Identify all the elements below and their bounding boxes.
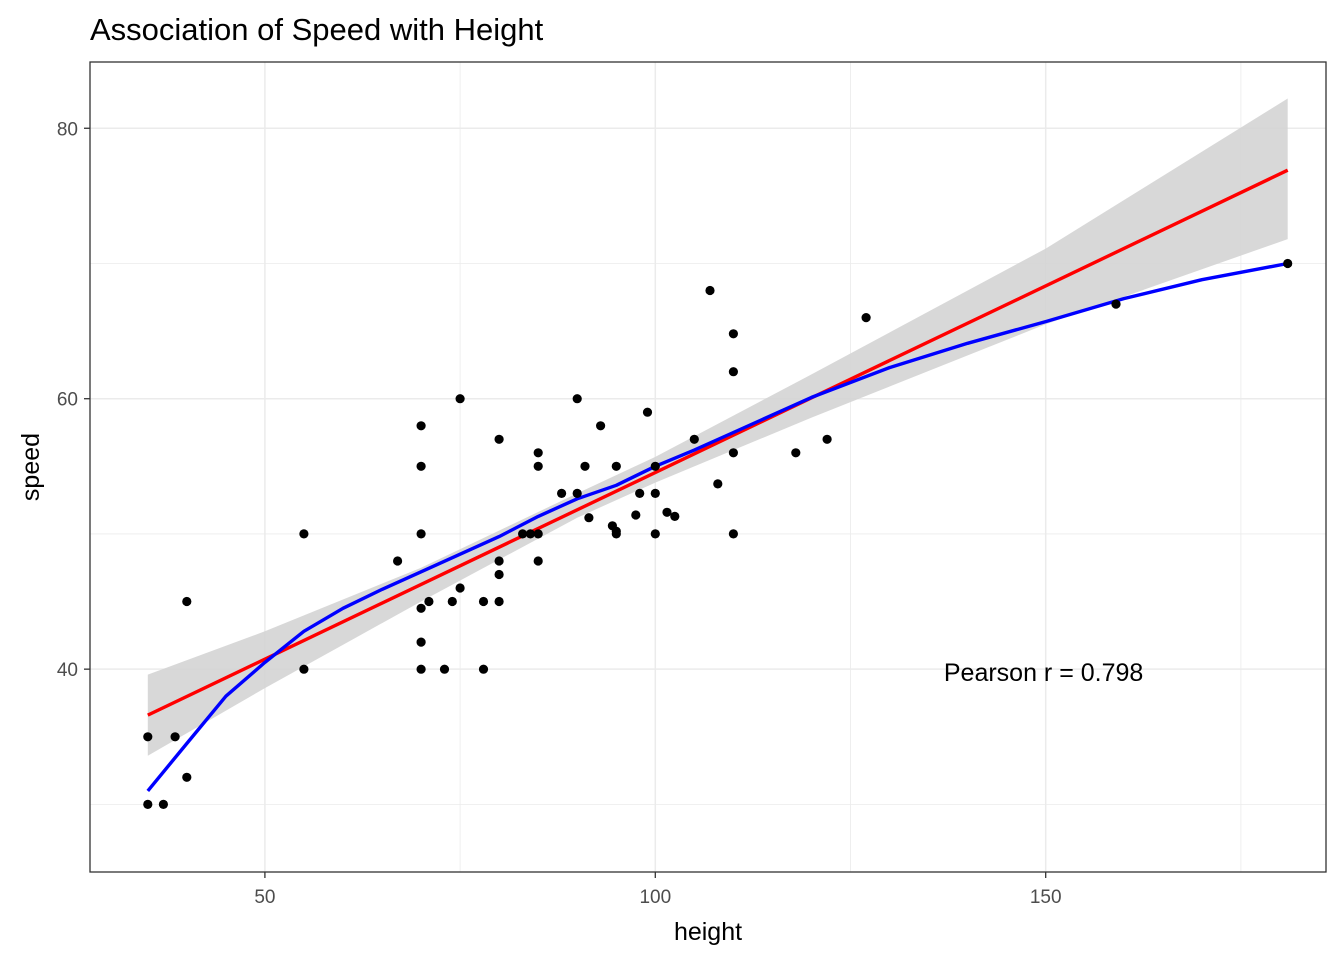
- data-point: [525, 529, 536, 539]
- x-axis-title: height: [674, 918, 742, 946]
- data-point: [728, 329, 739, 339]
- data-point: [416, 603, 426, 613]
- data-point: [713, 479, 723, 489]
- data-point: [478, 664, 489, 674]
- data-point: [494, 569, 504, 580]
- data-point: [642, 407, 653, 417]
- data-point: [494, 596, 504, 607]
- data-point: [182, 596, 192, 607]
- data-point: [494, 556, 504, 566]
- data-point: [533, 461, 543, 471]
- data-point: [1283, 258, 1293, 269]
- data-point: [518, 529, 528, 539]
- panel-border: [89, 61, 1327, 873]
- chart-title: Association of Speed with Height: [90, 12, 544, 47]
- data-point: [689, 434, 699, 444]
- x-tick-label: 100: [639, 887, 671, 908]
- data-point: [705, 285, 715, 296]
- data-point: [416, 421, 426, 431]
- data-point: [533, 448, 543, 458]
- fit-lines-layer: [146, 168, 1289, 792]
- y-axis-title: speed: [17, 433, 45, 501]
- data-point: [670, 511, 680, 521]
- data-point: [861, 313, 871, 323]
- data-point: [533, 529, 543, 539]
- axis-ticks: 50 100 150 40 60 80: [57, 119, 1062, 908]
- data-point: [299, 529, 309, 539]
- data-point: [416, 461, 426, 471]
- data-point: [533, 556, 543, 566]
- data-point: [416, 637, 426, 647]
- data-point: [572, 488, 582, 498]
- pearson-annotation: Pearson r = 0.798: [944, 659, 1143, 687]
- x-tick-label: 150: [1030, 887, 1062, 908]
- confidence-band-layer: [147, 98, 1288, 756]
- data-point: [611, 529, 621, 539]
- confidence-band: [147, 98, 1288, 756]
- data-point: [728, 367, 739, 377]
- data-point: [299, 664, 309, 674]
- data-point: [650, 461, 660, 471]
- data-point: [494, 434, 504, 444]
- data-point: [455, 583, 465, 593]
- data-point: [596, 421, 606, 431]
- data-point: [143, 732, 153, 742]
- data-point: [1111, 299, 1121, 309]
- data-point: [572, 394, 582, 404]
- data-point: [611, 461, 621, 471]
- data-point: [416, 664, 426, 674]
- data-point: [728, 529, 739, 539]
- data-point: [439, 664, 450, 674]
- gridlines: [90, 62, 1326, 872]
- data-point: [143, 799, 153, 810]
- data-point: [650, 529, 660, 539]
- data-point: [631, 510, 641, 520]
- data-point: [557, 488, 567, 498]
- x-tick-label: 50: [254, 887, 275, 908]
- y-tick-label: 80: [57, 119, 78, 140]
- data-point: [822, 434, 832, 444]
- data-point: [584, 513, 594, 523]
- y-tick-label: 40: [57, 660, 78, 681]
- data-point: [416, 529, 426, 539]
- data-points-layer: [143, 258, 1293, 810]
- data-point: [455, 394, 465, 404]
- data-point: [635, 488, 645, 498]
- loess-fit-line: [146, 261, 1289, 792]
- data-point: [791, 448, 801, 458]
- linear-fit-line: [147, 168, 1289, 717]
- data-point: [650, 488, 660, 498]
- data-point: [158, 799, 168, 810]
- y-tick-label: 60: [57, 390, 78, 411]
- data-point: [393, 556, 403, 566]
- data-point: [182, 772, 192, 782]
- data-point: [662, 507, 672, 517]
- data-point: [580, 461, 590, 471]
- data-point: [478, 596, 489, 607]
- data-point: [728, 448, 739, 458]
- data-point: [424, 596, 434, 607]
- data-point: [170, 732, 180, 742]
- data-point: [447, 596, 457, 607]
